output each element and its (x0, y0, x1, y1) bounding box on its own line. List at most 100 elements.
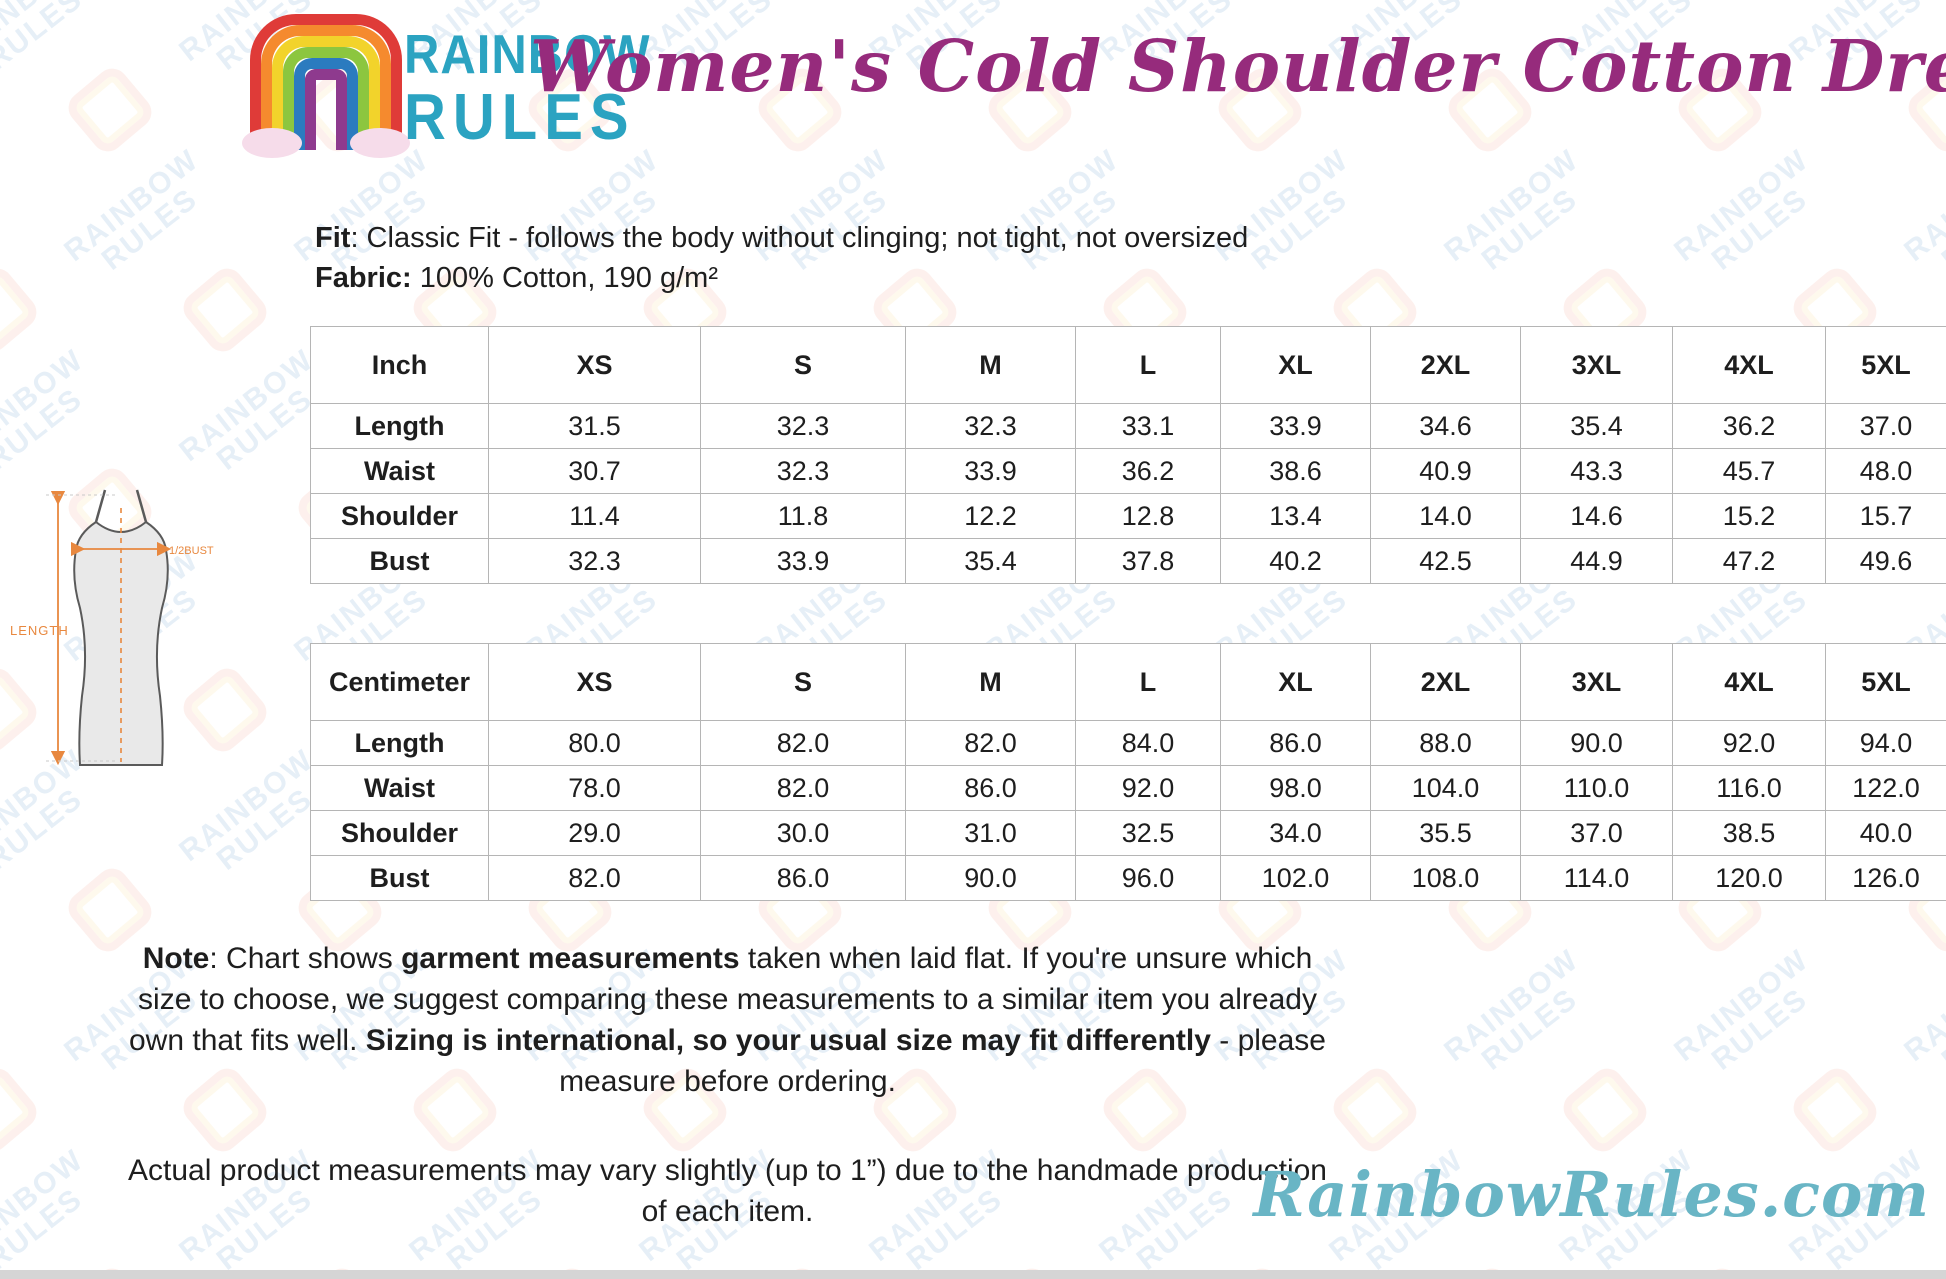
measurement-value-cell: 35.5 (1370, 810, 1521, 856)
measurement-row-label: Waist (310, 448, 489, 494)
note-seg3: - please measure before ordering. (559, 1024, 1326, 1098)
measurement-value-cell: 32.3 (905, 403, 1076, 449)
measurement-value-cell: 13.4 (1220, 493, 1371, 539)
measurement-value-cell: 116.0 (1672, 765, 1826, 811)
measurement-row-label: Bust (310, 855, 489, 901)
watermark-logo-shape (1327, 1062, 1423, 1158)
table-row: Bust 32.3 33.9 35.4 37.8 40.2 42.5 44.9 47.2 49.6 (310, 538, 1946, 584)
measurement-value-cell: 120.0 (1672, 855, 1826, 901)
measurement-value-cell: 92.0 (1075, 765, 1221, 811)
measurement-value-cell: 32.3 (488, 538, 701, 584)
size-column-header: L (1075, 326, 1221, 404)
watermark-logo-shape (1787, 1062, 1883, 1158)
measurement-row-label: Waist (310, 765, 489, 811)
measurement-value-cell: 86.0 (905, 765, 1076, 811)
measurement-value-cell: 30.7 (488, 448, 701, 494)
watermark-tile: RAINBOW RULES (0, 743, 170, 960)
note-seg1: : Chart shows (209, 942, 402, 975)
measurement-value-cell: 45.7 (1672, 448, 1826, 494)
measurement-value-cell: 35.4 (1520, 403, 1673, 449)
measurement-value-cell: 15.7 (1825, 493, 1946, 539)
measurement-value-cell: 37.8 (1075, 538, 1221, 584)
measurement-value-cell: 35.4 (905, 538, 1076, 584)
watermark-tile: RAINBOW RULES (1665, 943, 1895, 1160)
half-bust-label: 1/2BUST (169, 545, 214, 557)
fabric-text: 100% Cotton, 190 g/m² (411, 262, 718, 294)
watermark-text: RAINBOW RULES (1438, 943, 1586, 1077)
measurement-value-cell: 80.0 (488, 720, 701, 766)
watermark-tile: RAINBOW RULES (0, 960, 55, 1160)
measurement-row-label: Shoulder (310, 493, 489, 539)
measurement-row-label: Bust (310, 538, 489, 584)
header-row: Inch XS S M L XL 2XL 3XL 4XL 5XL (310, 326, 1946, 404)
measurement-value-cell: 36.2 (1672, 403, 1826, 449)
measurement-value-cell: 88.0 (1370, 720, 1521, 766)
table-row: Waist 30.7 32.3 33.9 36.2 38.6 40.9 43.3 45.7 48.… (310, 448, 1946, 494)
watermark-logo-shape (62, 62, 158, 158)
measurement-value-cell: 86.0 (700, 855, 906, 901)
measurement-value-cell: 102.0 (1220, 855, 1371, 901)
measurement-value-cell: 94.0 (1825, 720, 1946, 766)
rainbow-arch-band (261, 25, 391, 150)
note-bold1: garment measurements (401, 942, 740, 975)
table-row: Shoulder 29.0 30.0 31.0 32.5 34.0 35.5 37.0 38.5… (310, 810, 1946, 856)
watermark-logo-shape (1557, 1062, 1653, 1158)
page-title: Women's Cold Shoulder Cotton Dress (530, 24, 1946, 108)
brand-line1: RAINBOW (404, 24, 651, 86)
measurement-value-cell: 37.0 (1825, 403, 1946, 449)
size-column-header: XL (1220, 326, 1371, 404)
rainbow-arch-band (283, 47, 369, 150)
note-paragraph: Note: Chart shows garment measurements t… (120, 938, 1335, 1102)
measurement-value-cell: 11.4 (488, 493, 701, 539)
size-column-header: S (700, 326, 906, 404)
note-bold2: Sizing is international, so your usual s… (365, 1024, 1211, 1057)
actual-measurements-paragraph: Actual product measurements may vary sli… (128, 1154, 1327, 1228)
measurement-value-cell: 14.6 (1520, 493, 1673, 539)
measurement-value-cell: 38.5 (1672, 810, 1826, 856)
watermark-logo-shape (0, 1062, 43, 1158)
measurement-row-label: Length (310, 720, 489, 766)
size-table-centimeter: Centimeter XS S M L XL 2XL 3XL 4XL 5XL Length 80.0 8… (310, 643, 1946, 901)
watermark-text: RAINBOW RULES (1438, 143, 1586, 277)
watermark-tile: RAINBOW RULES (55, 143, 285, 360)
measurement-value-cell: 31.5 (488, 403, 701, 449)
note-label: Note (142, 942, 210, 975)
measurement-value-cell: 90.0 (905, 855, 1076, 901)
measurement-value-cell: 30.0 (700, 810, 906, 856)
size-column-header: XL (1220, 643, 1371, 721)
measurement-value-cell: 90.0 (1520, 720, 1673, 766)
measurement-value-cell: 12.8 (1075, 493, 1221, 539)
measurement-value-cell: 33.9 (700, 538, 906, 584)
table-row: Length 80.0 82.0 82.0 84.0 86.0 88.0 90.0 92.0 94… (310, 720, 1946, 766)
length-label: LENGTH (10, 623, 69, 638)
measurement-value-cell: 98.0 (1220, 765, 1371, 811)
dress-strap (94, 489, 107, 523)
watermark-text: RAINBOW RULES (1898, 943, 1946, 1077)
measurement-value-cell: 38.6 (1220, 448, 1371, 494)
measurement-value-cell: 82.0 (488, 855, 701, 901)
size-column-header: M (905, 643, 1076, 721)
measurement-value-cell: 110.0 (1520, 765, 1673, 811)
measurement-value-cell: 15.2 (1672, 493, 1826, 539)
bottom-edge-bar (0, 1270, 1946, 1279)
product-info: Fit: Classic Fit - follows the body with… (315, 218, 1248, 298)
measurement-value-cell: 37.0 (1520, 810, 1673, 856)
table-row: Waist 78.0 82.0 86.0 92.0 98.0 104.0 110.0 116.0… (310, 765, 1946, 811)
measurement-value-cell: 33.9 (1220, 403, 1371, 449)
website-wordmark: RainbowRules.com (1253, 1158, 1930, 1231)
fit-label: Fit (315, 222, 351, 254)
dress-body (73, 520, 169, 766)
note-seg2: taken when laid flat. If you're unsure w… (128, 942, 1317, 1057)
brand-line2: RULES (404, 80, 636, 154)
measurement-value-cell: 11.8 (700, 493, 906, 539)
measurement-value-cell: 48.0 (1825, 448, 1946, 494)
watermark-tile: RAINBOW RULES (1435, 943, 1665, 1160)
measurement-value-cell: 34.0 (1220, 810, 1371, 856)
measurement-value-cell: 36.2 (1075, 448, 1221, 494)
measurement-value-cell: 126.0 (1825, 855, 1946, 901)
measurement-value-cell: 78.0 (488, 765, 701, 811)
measurement-value-cell: 82.0 (905, 720, 1076, 766)
measurement-value-cell: 84.0 (1075, 720, 1221, 766)
watermark-text: RAINBOW RULES (0, 343, 91, 477)
size-table-inch: Inch XS S M L XL 2XL 3XL 4XL 5XL Length 31.5 32.3 32.… (310, 326, 1946, 584)
